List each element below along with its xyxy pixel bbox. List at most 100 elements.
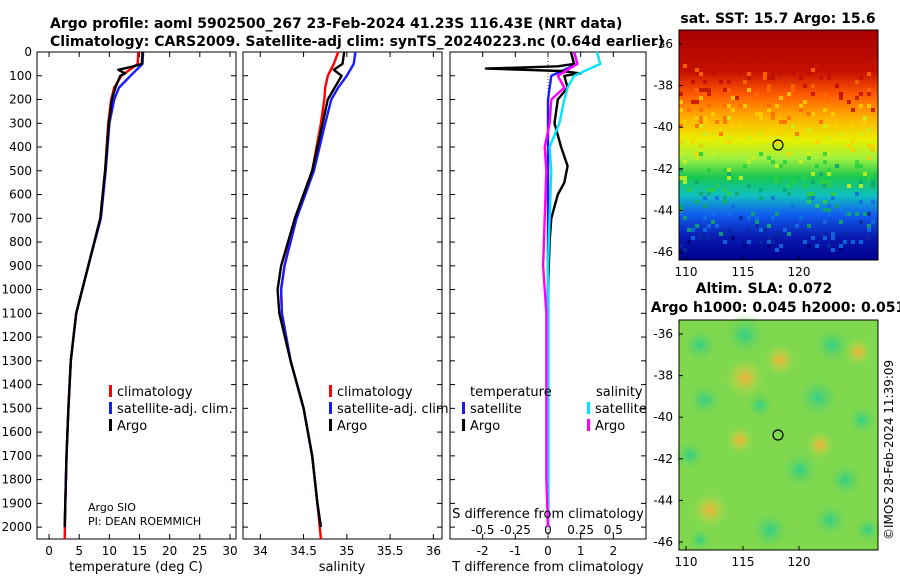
sst-pixel <box>739 124 743 128</box>
sst-pixel <box>687 108 691 112</box>
sst-pixel <box>847 144 851 148</box>
sst-pixel <box>811 92 815 96</box>
series-argo <box>63 51 144 528</box>
sst-pixel <box>815 244 819 248</box>
x-tick-label: 10 <box>102 544 117 558</box>
sst-pixel <box>791 84 795 88</box>
sst-pixel <box>859 220 863 224</box>
x-tick-label: -1 <box>509 544 521 558</box>
sst-pixel <box>775 164 779 168</box>
sst-pixel <box>827 76 831 80</box>
map-x-tick-label: 120 <box>788 555 811 569</box>
sst-pixel <box>871 60 875 64</box>
sst-pixel <box>791 88 795 92</box>
sst-pixel <box>699 124 703 128</box>
legend-swatch-climatology-2 <box>329 385 332 397</box>
sst-pixel <box>715 68 719 72</box>
sst-pixel <box>771 116 775 120</box>
sst-pixel <box>811 84 815 88</box>
sst-pixel <box>743 104 747 108</box>
sst-pixel <box>827 168 831 172</box>
sst-pixel <box>871 220 875 224</box>
sst-pixel <box>775 68 779 72</box>
sst-pixel <box>783 188 787 192</box>
salinity-xlabel: salinity <box>319 560 366 575</box>
y-tick-label: 600 <box>9 188 32 202</box>
top-tick-label: 0.25 <box>567 523 594 537</box>
sst-pixel <box>799 108 803 112</box>
sst-pixel <box>683 64 687 68</box>
legend-climatology-2: climatology <box>337 385 413 400</box>
sst-pixel <box>831 192 835 196</box>
sst-pixel <box>695 200 699 204</box>
y-tick-label: 1200 <box>1 330 32 344</box>
sst-pixel <box>723 240 727 244</box>
sst-pixel <box>711 152 715 156</box>
sst-pixel <box>723 104 727 108</box>
sst-pixel <box>775 212 779 216</box>
sst-pixel <box>707 92 711 96</box>
sst-pixel <box>799 104 803 108</box>
sst-pixel <box>703 132 707 136</box>
sst-pixel <box>779 232 783 236</box>
x-tick-label: 1 <box>577 544 585 558</box>
credit-org: Argo SIO <box>88 501 136 514</box>
sst-pixel <box>739 104 743 108</box>
sst-pixel <box>823 208 827 212</box>
sst-pixel <box>835 124 839 128</box>
legend-swatch-s-satellite <box>587 402 590 414</box>
legend-swatch-satellite <box>109 402 112 414</box>
sst-pixel <box>855 96 859 100</box>
sst-pixel <box>707 104 711 108</box>
sst-pixel <box>823 220 827 224</box>
sst-texture <box>679 60 875 252</box>
sst-pixel <box>871 108 875 112</box>
sst-pixel <box>707 168 711 172</box>
sst-pixel <box>699 236 703 240</box>
x-tick-label: 30 <box>222 544 237 558</box>
y-tick-label: 1800 <box>1 473 32 487</box>
x-tick-label: 2 <box>610 544 618 558</box>
x-tick-label: 35 <box>339 544 354 558</box>
sst-pixel <box>827 152 831 156</box>
sla-anomaly-blob <box>723 313 767 357</box>
x-tick-label: 25 <box>192 544 207 558</box>
sst-pixel <box>863 212 867 216</box>
map-x-tick-label: 115 <box>732 265 755 279</box>
sst-pixel <box>831 112 835 116</box>
sst-pixel <box>687 128 691 132</box>
sst-pixel <box>775 180 779 184</box>
sst-pixel <box>727 140 731 144</box>
sla-anomaly-blob <box>688 528 712 552</box>
sst-pixel <box>695 152 699 156</box>
sst-pixel <box>823 236 827 240</box>
sst-pixel <box>867 72 871 76</box>
sst-pixel <box>687 240 691 244</box>
sst-pixel <box>787 232 791 236</box>
sst-pixel <box>699 96 703 100</box>
sst-pixel <box>771 128 775 132</box>
sst-pixel <box>731 60 735 64</box>
sst-pixel <box>859 200 863 204</box>
legend-s-satellite: satellite <box>595 402 647 417</box>
sst-pixel <box>759 152 763 156</box>
salinity-panel: 34 34.5 35 35.5 36 salinity climatology sate… <box>242 51 453 575</box>
sst-pixel <box>759 240 763 244</box>
sst-pixel <box>823 92 827 96</box>
sst-pixel <box>827 148 831 152</box>
sst-pixel <box>871 180 875 184</box>
y-tick-label: 0 <box>24 45 32 59</box>
sst-pixel <box>703 204 707 208</box>
sst-pixel <box>827 212 831 216</box>
y-tick-label: 800 <box>9 235 32 249</box>
sst-pixel <box>779 72 783 76</box>
sst-pixel <box>775 248 779 252</box>
sst-pixel <box>687 228 691 232</box>
map-x-tick-label: 110 <box>675 555 698 569</box>
sst-pixel <box>683 176 687 180</box>
sst-pixel <box>819 76 823 80</box>
sst-pixel <box>779 128 783 132</box>
sst-pixel <box>683 216 687 220</box>
sst-pixel <box>807 200 811 204</box>
credit-pi: PI: DEAN ROEMMICH <box>88 515 201 528</box>
